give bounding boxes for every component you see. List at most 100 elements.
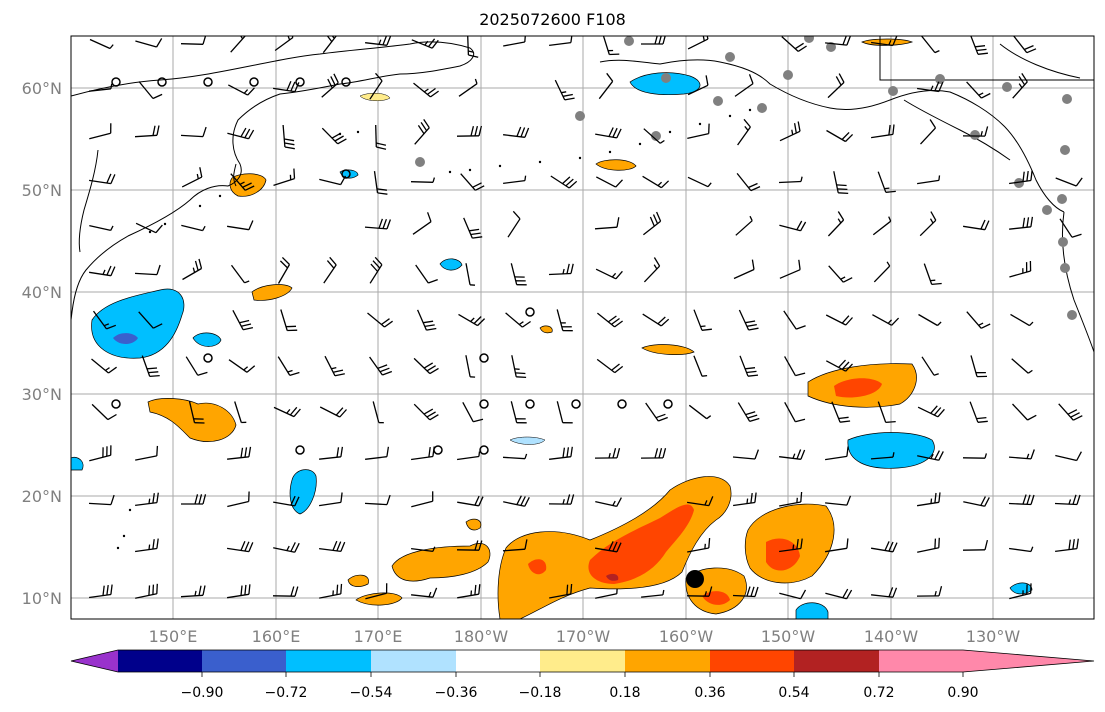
wind-barb	[92, 310, 117, 330]
colorbar-segment	[540, 650, 625, 672]
wind-barb	[457, 451, 481, 461]
wind-barb	[273, 495, 300, 507]
wind-barb	[920, 36, 940, 54]
wind-barb	[596, 358, 624, 374]
wind-barb	[733, 259, 755, 280]
wind-barb	[735, 215, 753, 236]
wind-barb	[595, 497, 622, 508]
wind-barb	[556, 401, 573, 424]
positive-anomaly-region	[251, 284, 293, 301]
wind-barb	[918, 313, 942, 327]
wind-barb	[1010, 313, 1034, 327]
wind-barb	[141, 355, 160, 378]
wind-barb	[181, 167, 203, 188]
negative-anomaly-region	[629, 72, 701, 96]
wind-barb	[693, 309, 712, 331]
wind-barb	[1009, 170, 1033, 185]
wind-barb	[779, 589, 807, 600]
colorbar-tick-label: 0.90	[947, 685, 978, 701]
positive-anomaly-region	[539, 325, 553, 334]
wind-barb	[916, 586, 943, 597]
wind-barb	[687, 176, 712, 188]
wind-barb	[319, 175, 347, 186]
wind-barb	[273, 168, 296, 187]
colorbar-segment	[118, 650, 202, 672]
negative-anomaly-region	[71, 456, 84, 471]
wind-barb	[825, 36, 852, 46]
wind-barb	[227, 540, 254, 553]
wind-barb	[410, 177, 436, 183]
lon-tick-label: 150°E	[149, 627, 198, 646]
wind-barb	[640, 448, 667, 459]
wind-barb	[779, 121, 801, 142]
wind-barb	[872, 216, 892, 236]
map-title: 2025072600 F108	[479, 10, 626, 29]
wind-barb	[828, 265, 853, 283]
wind-barb	[687, 538, 711, 553]
lat-tick-label: 10°N	[22, 589, 62, 608]
wind-barb	[228, 359, 256, 373]
wind-barb	[467, 36, 479, 58]
wind-barb	[1059, 218, 1082, 238]
wind-barb	[877, 171, 896, 193]
wind-barb	[503, 495, 530, 507]
wind-barb	[554, 79, 575, 101]
wind-barb	[641, 589, 665, 598]
colorbar-tick-label: 0.36	[694, 685, 725, 701]
wind-barb	[365, 36, 392, 46]
wind-barb	[917, 450, 944, 461]
wind-barb	[413, 82, 439, 98]
wind-barb	[505, 312, 531, 328]
colorbar-tick-label: 0.72	[863, 685, 894, 701]
wind-barb	[458, 313, 486, 327]
longitude-labels: 150°E 160°E 170°E 180°W 170°W 160°W 150°…	[149, 627, 1021, 646]
wind-barb	[872, 314, 900, 326]
colorbar-segment	[286, 650, 371, 672]
wind-barb	[827, 73, 845, 99]
wind-barb	[227, 127, 255, 140]
wind-barbs	[88, 36, 1083, 600]
wind-barb	[919, 211, 937, 237]
wind-barb	[871, 587, 898, 598]
wind-barb	[687, 123, 710, 140]
wind-barb	[234, 401, 247, 424]
wind-barb	[89, 584, 113, 599]
wind-barb	[365, 583, 388, 600]
wind-barb	[503, 36, 526, 47]
wind-barb	[1009, 216, 1034, 230]
wind-barb	[91, 403, 117, 421]
wind-barb	[272, 586, 299, 597]
colorbar-tick-label: −0.90	[181, 685, 224, 701]
wind-barb	[507, 210, 521, 238]
wind-barb	[273, 542, 300, 553]
wind-barb	[778, 176, 803, 184]
wind-barb	[319, 540, 346, 553]
lon-tick-label: 160°W	[659, 627, 714, 646]
wind-barb	[732, 586, 759, 598]
strong-positive-core	[588, 504, 694, 584]
wind-barb	[596, 312, 623, 328]
positive-anomaly-region	[147, 398, 237, 442]
wind-barb	[319, 583, 343, 599]
wind-barb	[870, 541, 898, 553]
wind-barb	[921, 356, 939, 376]
wind-barb	[595, 176, 623, 188]
wind-barb	[319, 446, 344, 460]
wind-barb	[181, 224, 206, 232]
wind-barb	[415, 264, 438, 284]
wind-barb	[1008, 449, 1035, 460]
wind-barb	[230, 264, 250, 284]
wind-barb	[1009, 260, 1032, 278]
wind-barb	[1055, 177, 1083, 187]
wind-barb	[779, 259, 801, 279]
colorbar-segment	[202, 650, 286, 672]
wind-barb	[594, 217, 620, 230]
wind-barb	[319, 406, 347, 418]
wind-barb	[1055, 538, 1079, 553]
wind-barb	[232, 309, 254, 331]
wind-barb	[595, 127, 622, 139]
wind-barb	[871, 36, 898, 47]
strong-positive-core	[766, 538, 800, 571]
wind-barb	[970, 36, 988, 55]
negative-anomaly-region	[439, 258, 463, 271]
